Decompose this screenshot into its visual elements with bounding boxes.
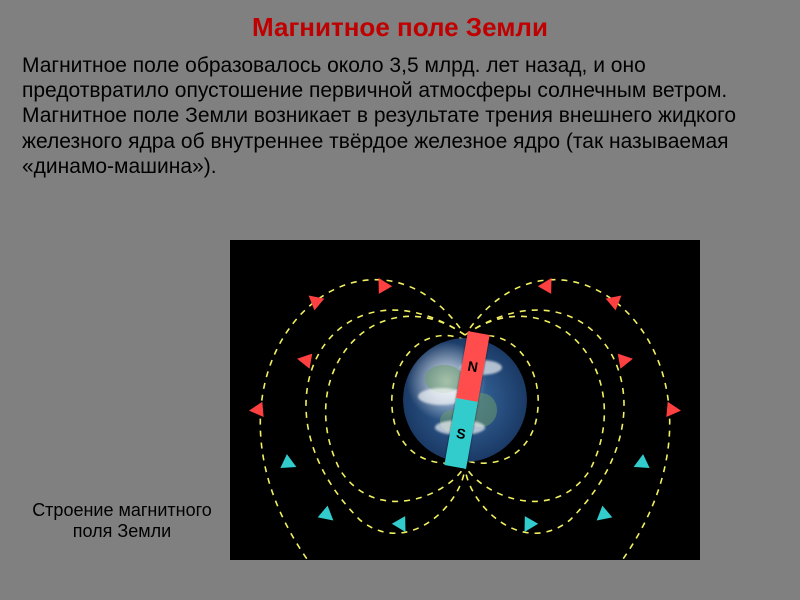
- slide-title: Магнитное поле Земли: [22, 12, 778, 43]
- magnetic-field-diagram: N S: [230, 240, 700, 560]
- arrow-outward: [618, 351, 634, 369]
- arrow-outward: [248, 402, 263, 419]
- slide: Магнитное поле Земли Магнитное поле обра…: [0, 0, 800, 600]
- arrow-outward: [606, 290, 627, 311]
- arrow-inward: [318, 506, 339, 527]
- slide-body: Магнитное поле образовалось около 3,5 мл…: [22, 53, 778, 179]
- arrow-inward: [592, 506, 613, 527]
- arrow-outward: [296, 351, 312, 369]
- arrow-outward: [372, 274, 392, 294]
- arrow-outward: [538, 274, 558, 294]
- arrow-inward: [280, 454, 299, 474]
- arrow-inward: [630, 454, 649, 474]
- arrow-outward: [304, 290, 325, 311]
- arrow-outward: [666, 402, 681, 419]
- diagram-caption: Строение магнитного поля Земли: [22, 500, 222, 542]
